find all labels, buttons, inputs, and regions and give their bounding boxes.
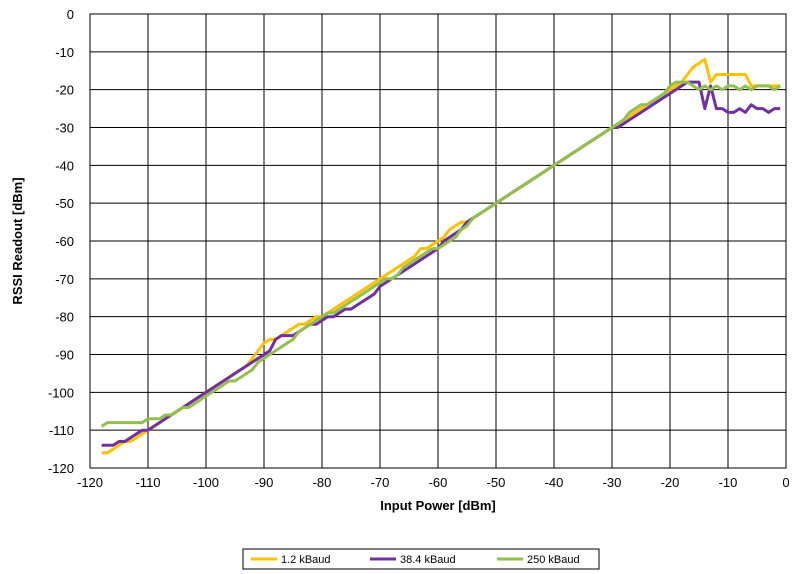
legend-label: 250 kBaud — [527, 554, 580, 566]
legend: 1.2 kBaud 38.4 kBaud 250 kBaud — [242, 548, 600, 570]
x-tick-label: -80 — [313, 475, 332, 490]
x-tick-label: -10 — [719, 475, 738, 490]
y-tick-label: -60 — [55, 234, 74, 249]
x-tick-label: -110 — [135, 475, 160, 490]
x-tick-label: -120 — [77, 475, 103, 490]
x-axis-title: Input Power [dBm] — [380, 498, 496, 513]
y-tick-label: -90 — [55, 348, 74, 363]
x-tick-label: -20 — [661, 475, 680, 490]
x-tick-label: -70 — [371, 475, 390, 490]
y-tick-label: -110 — [49, 423, 74, 438]
x-tick-label: -30 — [603, 475, 622, 490]
x-tick-label: -90 — [255, 475, 274, 490]
legend-item-3: 250 kBaud — [497, 554, 580, 566]
x-tick-label: -40 — [545, 475, 564, 490]
axis-tick-labels: -120 -110 -100 -90 -80 -70 -60 -50 -40 -30 -20 -10 0… — [48, 7, 790, 490]
series-line-2 — [101, 80, 781, 447]
x-tick-label: -100 — [193, 475, 219, 490]
plot-area-border — [89, 13, 787, 469]
legend-box — [242, 548, 600, 570]
y-tick-label: -100 — [48, 385, 74, 400]
legend-item-1: 1.2 kBaud — [251, 554, 331, 566]
legend-label: 38.4 kBaud — [400, 554, 456, 566]
series-line-3 — [100, 80, 782, 428]
y-tick-label: -10 — [55, 45, 74, 60]
y-tick-label: 0 — [67, 7, 74, 22]
legend-item-2: 38.4 kBaud — [370, 554, 456, 566]
y-tick-label: -70 — [55, 272, 74, 287]
y-tick-label: -120 — [48, 461, 74, 476]
x-tick-label: -60 — [429, 475, 448, 490]
y-tick-label: -30 — [55, 121, 74, 136]
legend-label: 1.2 kBaud — [281, 554, 331, 566]
y-tick-label: -40 — [55, 158, 74, 173]
x-tick-label: 0 — [782, 475, 789, 490]
y-tick-label: -80 — [55, 310, 74, 325]
data-series — [100, 57, 782, 455]
y-tick-label: -50 — [55, 196, 74, 211]
y-tick-label: -20 — [55, 83, 74, 98]
y-axis-title: RSSI Readout [dBm] — [10, 177, 25, 304]
x-tick-label: -50 — [487, 475, 506, 490]
